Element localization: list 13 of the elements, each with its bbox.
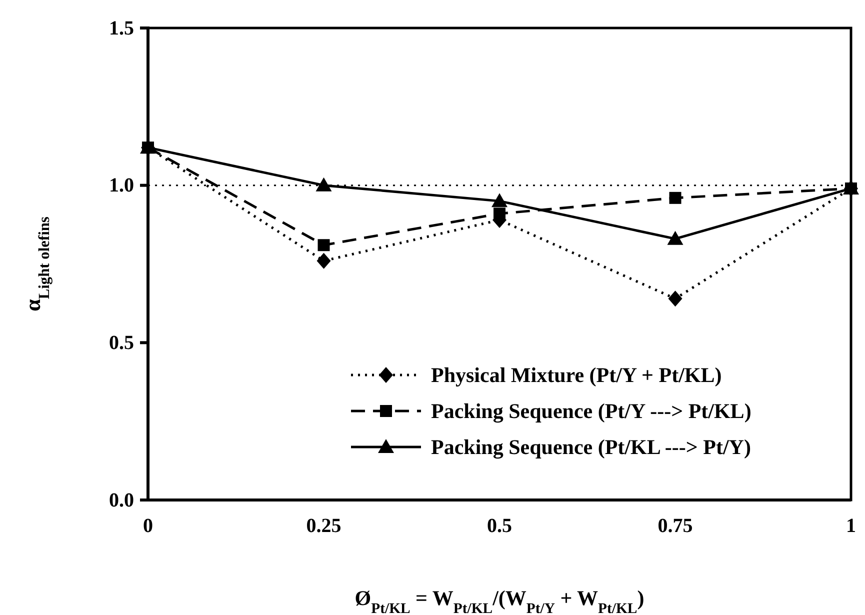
text: Ø$_{Pt/KL}$ = W$_{Pt/KL}$/(W$_{Pt/Y}$ + W$_{Pt/KL}$) bbox=[354, 586, 644, 615]
y-tick-label: 1.0 bbox=[109, 174, 134, 197]
x-tick-label: 0.25 bbox=[306, 515, 342, 538]
x-tick-label: 0.75 bbox=[658, 515, 693, 538]
y-tick-label: 1.5 bbox=[109, 17, 134, 40]
y-tick-label: 0.0 bbox=[109, 489, 134, 512]
legend-label: Packing Sequence (Pt/KL ---> Pt/Y) bbox=[431, 435, 751, 459]
x-tick-label: 0 bbox=[143, 515, 153, 538]
legend-label: Physical Mixture (Pt/Y + Pt/KL) bbox=[431, 363, 722, 387]
legend-label: Packing Sequence (Pt/Y ---> Pt/KL) bbox=[431, 399, 752, 423]
x-tick-label: 0.5 bbox=[487, 515, 512, 538]
x-tick-label: 1 bbox=[846, 515, 856, 538]
y-tick-label: 0.5 bbox=[109, 332, 134, 354]
